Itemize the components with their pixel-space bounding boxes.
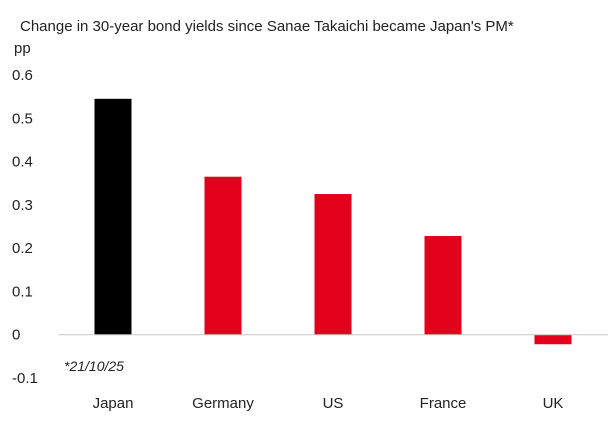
bar-japan <box>94 98 132 335</box>
x-tick-label: Germany <box>192 395 254 412</box>
x-tick-label: Japan <box>93 395 134 412</box>
x-tick-label: France <box>420 395 467 412</box>
bar-us <box>314 194 352 335</box>
chart-title: Change in 30-year bond yields since Sana… <box>20 18 514 35</box>
bar-uk <box>534 334 572 345</box>
y-tick-label: 0 <box>12 327 20 344</box>
y-tick-label: 0.5 <box>12 110 33 127</box>
bars <box>94 98 572 345</box>
x-axis-labels: Japan Germany US France UK <box>93 395 564 412</box>
y-tick-label: 0.6 <box>12 67 33 84</box>
y-tick-label: -0.1 <box>12 370 38 387</box>
y-tick-label: 0.3 <box>12 197 33 214</box>
y-axis-ticks: -0.1 0 0.1 0.2 0.3 0.4 0.5 0.6 <box>12 67 38 387</box>
footnote-date: *21/10/25 <box>64 358 124 374</box>
y-axis-unit-label: pp <box>14 40 31 57</box>
y-tick-label: 0.4 <box>12 154 33 171</box>
bar-france <box>424 236 462 335</box>
bar-germany <box>204 176 242 335</box>
y-tick-label: 0.2 <box>12 240 33 257</box>
x-tick-label: US <box>323 395 344 412</box>
x-tick-label: UK <box>543 395 564 412</box>
y-tick-label: 0.1 <box>12 283 33 300</box>
